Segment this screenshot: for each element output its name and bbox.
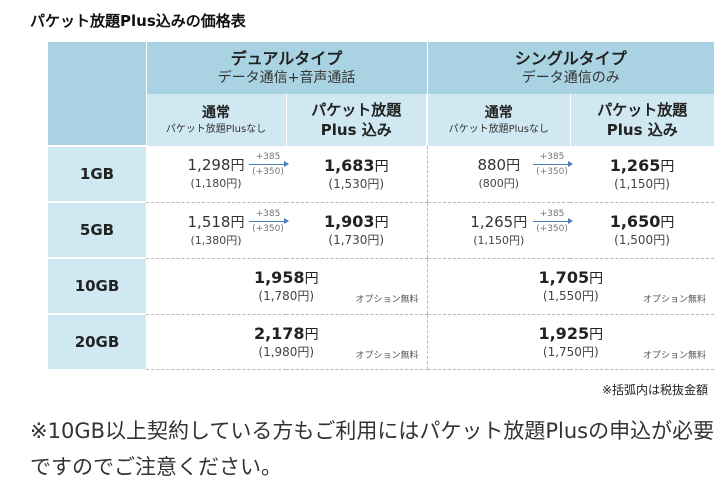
- single-normal-price-cell: 880円 (800円): [426, 146, 571, 203]
- single-normal-price-cell: 1,265円 (1,150円): [426, 202, 571, 259]
- increase-amount-tax-excluded: (+350): [536, 223, 568, 234]
- single-merged-price-cell: 1,705円 (1,550円) オプション無料: [426, 258, 715, 315]
- increase-amount: +385: [255, 152, 281, 162]
- right-arrow-icon: [249, 161, 289, 167]
- dual-plan-name: デュアルタイプ: [230, 48, 343, 68]
- price-value: 1,705: [538, 268, 590, 287]
- tax-excluded-price: (1,780円): [258, 289, 315, 303]
- tax-excluded-price: (1,730円): [328, 233, 385, 247]
- tax-excluded-price: (1,380円): [190, 233, 242, 247]
- increase-amount: +385: [255, 208, 281, 219]
- tax-excluded-price: (1,500円): [614, 233, 670, 247]
- price-value: 1,298: [187, 156, 231, 175]
- footnote: ※10GB以上契約している方もご利用にはパケット放題Plusの申込が必要ですので…: [30, 419, 715, 479]
- dual-normal-header: 通常 パケット放題Plusなし: [146, 94, 286, 146]
- option-free-label: オプション無料: [355, 294, 419, 305]
- row-label: 10GB: [48, 257, 146, 314]
- price-value: 1,650: [609, 212, 661, 231]
- tax-excluded-price: (1,750円): [542, 344, 599, 359]
- increase-amount-tax-excluded: (+350): [536, 167, 568, 177]
- single-plus-price-cell: +385 (+350) 1,265円 (1,150円): [533, 146, 715, 203]
- single-normal-header: 通常 パケット放題Plusなし: [426, 94, 571, 146]
- normal-sublabel: パケット放題Plusなし: [448, 123, 549, 135]
- dual-normal-price-cell: 1,518円 (1,380円): [146, 202, 286, 259]
- price-increase-arrow: +385 (+350): [246, 152, 290, 177]
- table-row: 5GB 1,518円 (1,380円) +385 (+350) 1,903円 (…: [48, 201, 715, 259]
- tax-excluded-price: (1,530円): [328, 176, 385, 191]
- table-title: パケット放題Plus込みの価格表: [30, 12, 246, 30]
- single-plus-header: パケット放題 Plus 込み: [569, 94, 715, 146]
- row-label: 1GB: [48, 145, 146, 202]
- yen-unit: 円: [374, 158, 389, 175]
- price-increase-arrow: +385 (+350): [530, 152, 574, 177]
- price-value: 2,178: [253, 323, 305, 343]
- table-corner: [48, 42, 147, 146]
- increase-amount: +385: [539, 208, 565, 219]
- price-value: 1,958: [253, 268, 305, 287]
- price-table: デュアルタイプ データ通信+音声通話 シングルタイプ データ通信のみ 通常 パケ…: [48, 42, 715, 370]
- yen-unit: 円: [230, 158, 245, 175]
- dual-normal-price-cell: 1,298円 (1,180円): [146, 146, 286, 203]
- price-increase-arrow: +385 (+350): [530, 209, 574, 234]
- tax-excluded-price: (800円): [478, 177, 520, 191]
- yen-unit: 円: [513, 214, 528, 231]
- row-label: 5GB: [48, 201, 146, 258]
- tax-excluded-price: (1,550円): [542, 289, 599, 303]
- yen-unit: 円: [230, 214, 245, 231]
- yen-unit: 円: [660, 158, 675, 175]
- dual-merged-price-cell: 1,958円 (1,780円) オプション無料: [146, 258, 428, 315]
- price-value: 1,683: [323, 155, 375, 175]
- option-free-label: オプション無料: [643, 350, 707, 361]
- dual-plus-price-cell: +385 (+350) 1,683円 (1,530円): [249, 146, 428, 203]
- plus-label-line2: Plus 込み: [606, 121, 678, 139]
- tax-excluded-price: (1,150円): [473, 233, 525, 247]
- table-row: 10GB 1,958円 (1,780円) オプション無料 1,705円 (1,5…: [48, 257, 715, 315]
- tax-excluded-price: (1,180円): [190, 177, 242, 191]
- price-value: 1,265: [609, 155, 661, 175]
- dual-plus-price-cell: +385 (+350) 1,903円 (1,730円): [249, 202, 428, 259]
- right-arrow-icon: [533, 161, 574, 167]
- increase-amount: +385: [539, 152, 565, 162]
- single-plan-name: シングルタイプ: [514, 48, 627, 68]
- dual-plan-sub: データ通信+音声通話: [217, 69, 356, 86]
- price-increase-arrow: +385 (+350): [246, 209, 290, 234]
- price-value: 1,518: [187, 212, 231, 231]
- dual-merged-price-cell: 2,178円 (1,980円) オプション無料: [146, 314, 428, 370]
- tax-excluded-price: (1,980円): [258, 344, 315, 359]
- dual-plus-header: パケット放題 Plus 込み: [285, 94, 428, 146]
- tax-excluded-price: (1,150円): [614, 176, 670, 191]
- increase-amount-tax-excluded: (+350): [252, 167, 284, 177]
- single-merged-price-cell: 1,925円 (1,750円) オプション無料: [426, 314, 715, 370]
- yen-unit: 円: [304, 271, 319, 287]
- price-value: 880: [477, 156, 507, 175]
- plus-label-line1: パケット放題: [597, 101, 688, 119]
- yen-unit: 円: [660, 215, 675, 231]
- table-row: 1GB 1,298円 (1,180円) +385 (+350) 1,683円 (…: [48, 145, 715, 203]
- increase-amount-tax-excluded: (+350): [252, 223, 284, 234]
- right-arrow-icon: [249, 217, 289, 224]
- yen-unit: 円: [374, 215, 389, 231]
- price-value: 1,265: [470, 212, 514, 231]
- price-value: 1,925: [538, 323, 590, 343]
- plus-label-line1: パケット放題: [311, 101, 402, 119]
- single-plan-sub: データ通信のみ: [521, 69, 620, 86]
- tax-note: ※括弧内は税抜金額: [601, 383, 708, 397]
- normal-sublabel: パケット放題Plusなし: [165, 123, 267, 135]
- yen-unit: 円: [304, 326, 319, 343]
- row-label: 20GB: [48, 313, 146, 369]
- single-plan-header: シングルタイプ データ通信のみ: [427, 42, 715, 94]
- table-row: 20GB 2,178円 (1,980円) オプション無料 1,925円 (1,7…: [48, 313, 715, 370]
- yen-unit: 円: [589, 271, 604, 287]
- normal-label: 通常: [484, 104, 513, 121]
- yen-unit: 円: [589, 326, 604, 343]
- option-free-label: オプション無料: [643, 294, 707, 305]
- single-plus-price-cell: +385 (+350) 1,650円 (1,500円): [533, 202, 715, 259]
- right-arrow-icon: [533, 217, 574, 224]
- yen-unit: 円: [506, 158, 521, 175]
- normal-label: 通常: [202, 104, 230, 121]
- plus-label-line2: Plus 込み: [320, 121, 392, 139]
- dual-plan-header: デュアルタイプ データ通信+音声通話: [146, 42, 428, 94]
- option-free-label: オプション無料: [355, 350, 419, 361]
- price-value: 1,903: [323, 212, 375, 231]
